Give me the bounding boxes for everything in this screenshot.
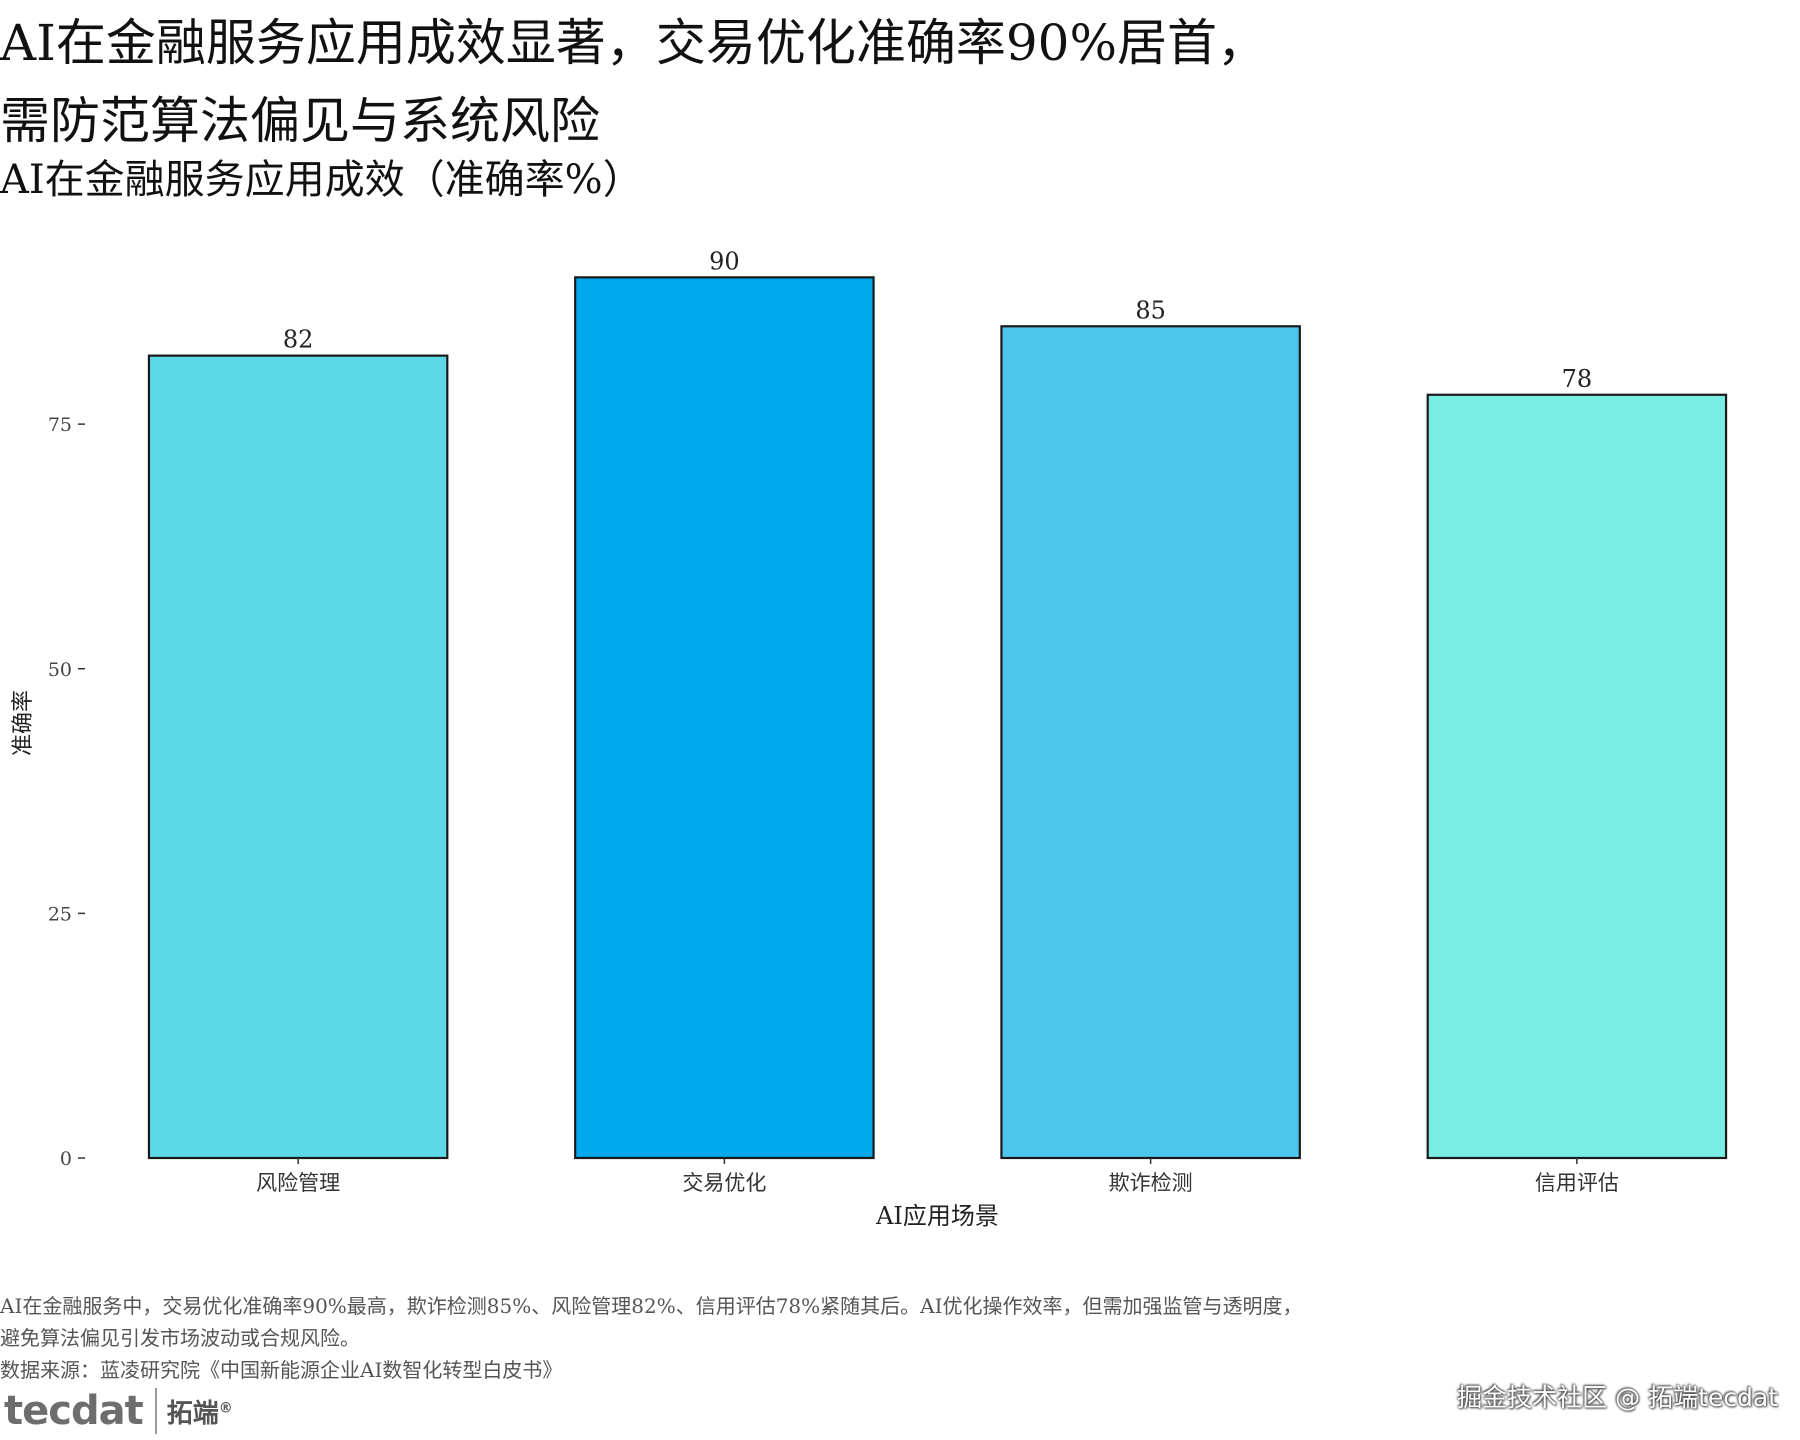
y-tick-label: 50 [48, 659, 72, 681]
data-label: 82 [283, 326, 314, 354]
caption-line-1: AI在金融服务中，交易优化准确率90%最高，欺诈检测85%、风险管理82%、信用… [0, 1294, 1303, 1318]
chart-caption: AI在金融服务中，交易优化准确率90%最高，欺诈检测85%、风险管理82%、信用… [0, 1290, 1780, 1386]
data-label: 85 [1135, 296, 1166, 324]
x-tick-label: 交易优化 [682, 1171, 766, 1195]
x-tick-label: 信用评估 [1535, 1171, 1619, 1195]
data-source: 数据来源：蓝凌研究院《中国新能源企业AI数智化转型白皮书》 [0, 1358, 563, 1382]
y-tick-label: 25 [48, 903, 72, 925]
bars: 82 90 85 78 [147, 247, 1728, 1160]
tecdat-logo: tecdat 拓端® [4, 1384, 233, 1438]
logo-cn-text: 拓端 [166, 1398, 219, 1429]
y-tick-label: 75 [48, 414, 72, 436]
logo-mark: tecdat [4, 1388, 144, 1434]
logo-chinese: 拓端® [167, 1393, 233, 1430]
x-tick-label: 风险管理 [256, 1171, 340, 1195]
y-axis-label: 准确率 [11, 690, 36, 756]
logo-registered: ® [218, 1399, 233, 1416]
bar-1 [147, 354, 449, 1160]
bar-chart: 0 25 50 75 82 90 85 78 风险管理 交易优化 欺诈检测 信用评估 准确率 AI… [11, 247, 1728, 1230]
bar-4 [1426, 393, 1728, 1160]
bar-2 [574, 276, 875, 1160]
y-tick-label: 0 [60, 1148, 72, 1170]
caption-line-2: 避免算法偏见引发市场波动或合规风险。 [0, 1326, 360, 1350]
chart-subtitle: AI在金融服务应用成效（准确率%） [0, 157, 643, 203]
data-label: 90 [709, 247, 740, 275]
x-axis: 风险管理 交易优化 欺诈检测 信用评估 [256, 1158, 1619, 1195]
bar-3 [1000, 325, 1301, 1160]
x-axis-label: AI应用场景 [875, 1202, 999, 1230]
title-line-2: 需防范算法偏见与系统风险 [0, 92, 600, 150]
watermark: 掘金技术社区 @ 拓端tecdat [1457, 1383, 1778, 1412]
y-axis: 0 25 50 75 [48, 414, 85, 1170]
logo-divider [154, 1388, 157, 1434]
chart-title: AI在金融服务应用成效显著，交易优化准确率90%居首， 需防范算法偏见与系统风险 [0, 4, 1780, 160]
x-tick-label: 欺诈检测 [1109, 1171, 1193, 1195]
data-label: 78 [1562, 365, 1593, 393]
title-line-1: AI在金融服务应用成效显著，交易优化准确率90%居首， [0, 14, 1267, 72]
